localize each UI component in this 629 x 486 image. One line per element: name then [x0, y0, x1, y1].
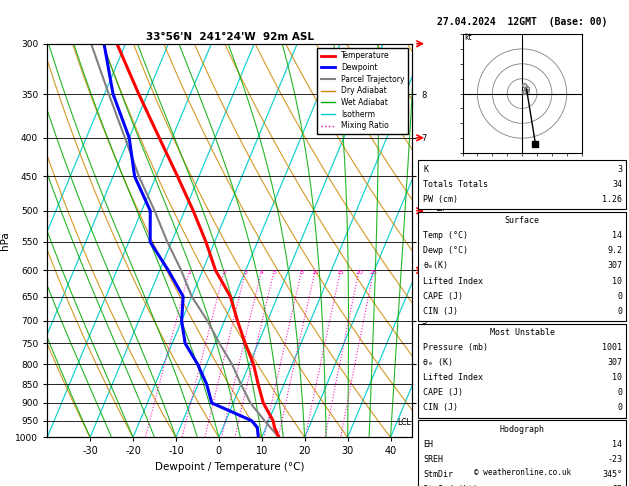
Text: Most Unstable: Most Unstable: [489, 328, 555, 337]
Text: 14: 14: [612, 440, 622, 449]
Text: SREH: SREH: [423, 455, 443, 464]
Text: Hodograph: Hodograph: [499, 425, 545, 434]
Text: LCL: LCL: [398, 418, 411, 427]
Text: 2: 2: [222, 270, 226, 276]
Text: 1: 1: [187, 270, 191, 276]
Text: 3: 3: [617, 165, 622, 174]
Text: PW (cm): PW (cm): [423, 195, 459, 204]
Text: CAPE (J): CAPE (J): [423, 388, 464, 398]
Text: 1001: 1001: [602, 343, 622, 352]
Text: 0: 0: [617, 292, 622, 301]
Text: 307: 307: [607, 358, 622, 367]
Text: 307: 307: [607, 261, 622, 271]
Text: K: K: [423, 165, 428, 174]
Text: 4: 4: [260, 270, 264, 276]
X-axis label: Dewpoint / Temperature (°C): Dewpoint / Temperature (°C): [155, 462, 304, 472]
Text: © weatheronline.co.uk: © weatheronline.co.uk: [474, 468, 571, 477]
Text: 20: 20: [355, 270, 363, 276]
Text: 0: 0: [617, 403, 622, 413]
Text: 15: 15: [337, 270, 345, 276]
Text: 0: 0: [617, 388, 622, 398]
Text: 10: 10: [612, 277, 622, 286]
Text: Temp (°C): Temp (°C): [423, 231, 469, 241]
Text: 1.26: 1.26: [602, 195, 622, 204]
Y-axis label: Mixing Ratio (g/kg): Mixing Ratio (g/kg): [434, 201, 443, 280]
Text: CIN (J): CIN (J): [423, 307, 459, 316]
Text: 35: 35: [612, 485, 622, 486]
Text: Lifted Index: Lifted Index: [423, 373, 483, 382]
Text: 10: 10: [612, 373, 622, 382]
Text: 9.2: 9.2: [607, 246, 622, 256]
Text: CIN (J): CIN (J): [423, 403, 459, 413]
Text: 345°: 345°: [602, 470, 622, 479]
Text: Lifted Index: Lifted Index: [423, 277, 483, 286]
Text: StmSpd (kt): StmSpd (kt): [423, 485, 478, 486]
Text: -23: -23: [607, 455, 622, 464]
Y-axis label: hPa: hPa: [0, 231, 9, 250]
Legend: Temperature, Dewpoint, Parcel Trajectory, Dry Adiabat, Wet Adiabat, Isotherm, Mi: Temperature, Dewpoint, Parcel Trajectory…: [317, 48, 408, 134]
Text: θₑ(K): θₑ(K): [423, 261, 448, 271]
Text: 27.04.2024  12GMT  (Base: 00): 27.04.2024 12GMT (Base: 00): [437, 17, 607, 27]
Text: 5: 5: [272, 270, 276, 276]
Text: θₑ (K): θₑ (K): [423, 358, 454, 367]
Title: 33°56'N  241°24'W  92m ASL: 33°56'N 241°24'W 92m ASL: [145, 32, 314, 42]
Text: Pressure (mb): Pressure (mb): [423, 343, 488, 352]
Text: kt: kt: [464, 33, 472, 42]
Text: 34: 34: [612, 180, 622, 189]
Text: CAPE (J): CAPE (J): [423, 292, 464, 301]
Text: StmDir: StmDir: [423, 470, 454, 479]
Text: 3: 3: [244, 270, 248, 276]
Text: Dewp (°C): Dewp (°C): [423, 246, 469, 256]
Text: Totals Totals: Totals Totals: [423, 180, 488, 189]
Text: 0: 0: [617, 307, 622, 316]
Text: 14: 14: [612, 231, 622, 241]
Text: Surface: Surface: [504, 216, 540, 226]
Text: 10: 10: [311, 270, 319, 276]
Text: EH: EH: [423, 440, 433, 449]
Text: 8: 8: [300, 270, 304, 276]
Text: 25: 25: [370, 270, 378, 276]
